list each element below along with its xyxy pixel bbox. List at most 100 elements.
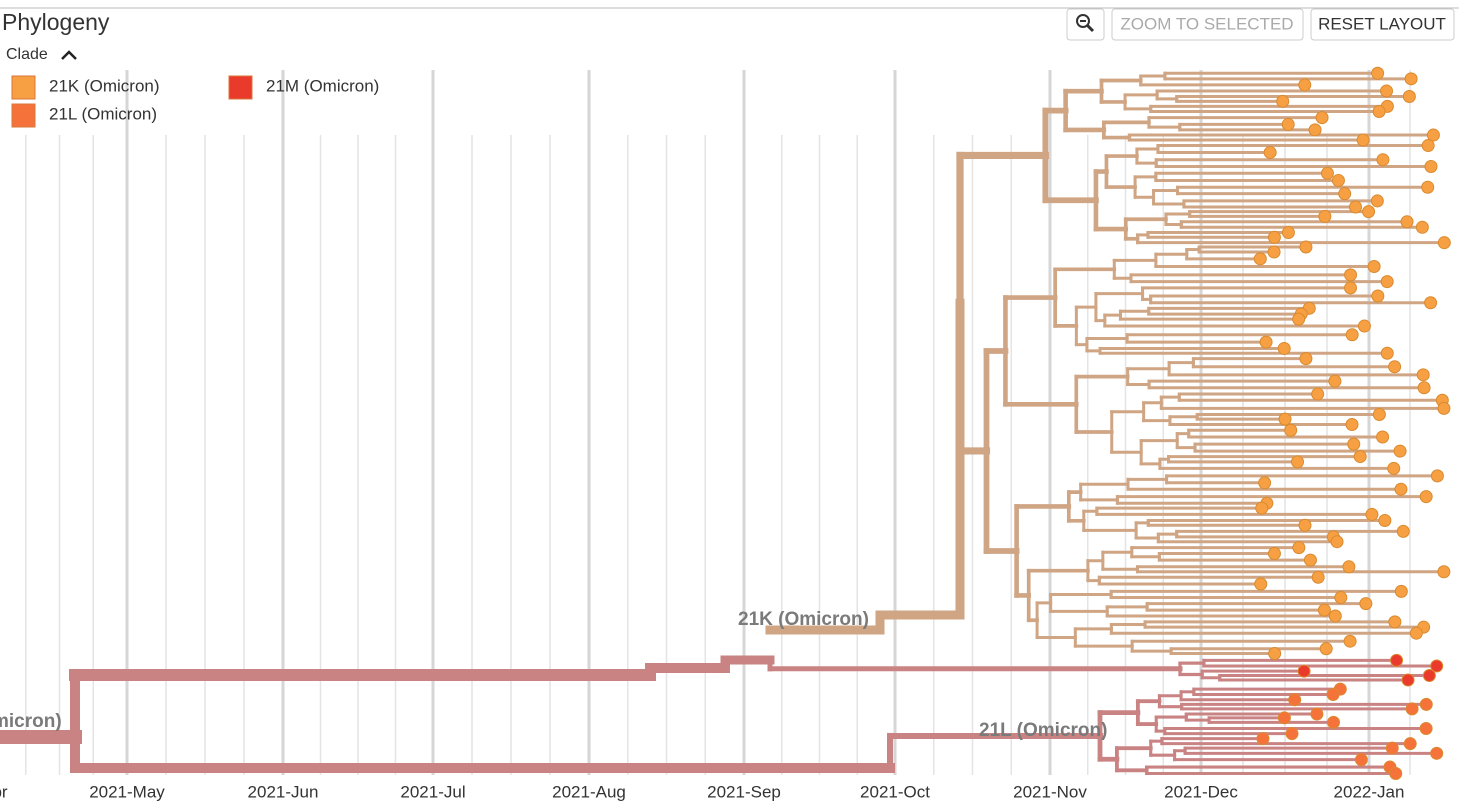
tip-node <box>1253 252 1267 266</box>
chevron-icon <box>61 50 77 60</box>
legend-toggle[interactable]: Clade <box>6 46 77 63</box>
tip-node <box>1380 84 1394 98</box>
tip-node <box>1349 200 1363 214</box>
tip-node <box>1359 597 1373 611</box>
clade-label: 21L (Omicron) <box>979 720 1107 741</box>
tip-node <box>1345 418 1359 432</box>
tip-node <box>1311 387 1325 401</box>
tip-node <box>1401 673 1415 687</box>
x-axis-label: 2021-May <box>89 782 165 801</box>
tip-node <box>1419 697 1433 711</box>
tip-node <box>1256 732 1270 746</box>
tip-node <box>1437 401 1451 415</box>
tip-node <box>1371 66 1385 80</box>
tip-node <box>1267 547 1281 561</box>
tip-node <box>1268 647 1282 661</box>
tip-node <box>1389 766 1403 780</box>
tip-node <box>1405 702 1419 716</box>
tip-node <box>1396 524 1410 538</box>
tip-node <box>1317 603 1331 617</box>
tip-node <box>1255 501 1269 515</box>
tip-node <box>1380 346 1394 360</box>
tip-node <box>1416 368 1430 382</box>
tip-node <box>1259 335 1273 349</box>
x-axis-label: 2021-Oct <box>860 782 930 801</box>
tip-node <box>1320 166 1334 180</box>
tip-node <box>1430 746 1444 760</box>
tip-node <box>1424 159 1438 173</box>
tip-node <box>1328 609 1342 623</box>
tip-node <box>1394 482 1408 496</box>
tip-node <box>1347 437 1361 451</box>
tip-node <box>1362 205 1376 219</box>
tip-node <box>1437 236 1451 250</box>
reset-layout-button[interactable]: RESET LAYOUT <box>1310 8 1455 41</box>
tip-node <box>1421 180 1435 194</box>
tip-node <box>1285 727 1299 741</box>
tip-node <box>1421 139 1435 153</box>
tip-node <box>1254 577 1268 591</box>
tip-node <box>1419 490 1433 504</box>
tip-node <box>1267 230 1281 244</box>
tip-node <box>1315 111 1329 125</box>
tip-node <box>1357 319 1371 333</box>
tip-node <box>1288 693 1302 707</box>
tip-node <box>1388 615 1402 629</box>
x-axis-label: 2021-Nov <box>1013 782 1087 801</box>
x-axis-label: 2021-Jul <box>400 782 465 801</box>
tip-node <box>1387 461 1401 475</box>
tip-node <box>1330 535 1344 549</box>
tip-node <box>1292 541 1306 555</box>
tip-node <box>1344 268 1358 282</box>
legend-swatch <box>228 75 253 100</box>
tip-node <box>1297 664 1311 678</box>
x-axis-label: pr <box>0 782 8 801</box>
tip-node <box>1419 722 1433 736</box>
tip-node <box>1277 341 1291 355</box>
tip-node <box>1258 476 1272 490</box>
x-axis-label: 2021-Dec <box>1164 782 1238 801</box>
tip-node <box>1385 741 1399 755</box>
tip-node <box>1376 430 1390 444</box>
tip-node <box>1376 153 1390 167</box>
legend-item[interactable]: 21K (Omicron) <box>11 75 160 100</box>
legend-swatch <box>11 103 36 128</box>
clade-label: micron) <box>0 711 62 732</box>
tip-node <box>1372 407 1386 421</box>
legend-item[interactable]: 21L (Omicron) <box>11 103 157 128</box>
tip-node <box>1353 450 1367 464</box>
tip-node <box>1367 260 1381 274</box>
tip-node <box>1372 104 1386 118</box>
tip-node <box>1343 634 1357 648</box>
zoom-to-selected-button[interactable]: ZOOM TO SELECTED <box>1111 8 1304 41</box>
legend-label: 21M (Omicron) <box>266 76 379 95</box>
x-axis-label: 2021-Jun <box>248 782 319 801</box>
tip-node <box>1331 174 1345 188</box>
tip-node <box>1342 560 1356 574</box>
tip-node <box>1344 281 1358 295</box>
tip-node <box>1311 570 1325 584</box>
tip-node <box>1415 220 1429 234</box>
tip-node <box>1303 553 1317 567</box>
tip-node <box>1403 737 1417 751</box>
legend-item[interactable]: 21M (Omicron) <box>228 75 379 100</box>
tip-node <box>1345 328 1359 342</box>
tip-node <box>1380 275 1394 289</box>
tip-node <box>1356 133 1370 147</box>
tip-node <box>1430 659 1444 673</box>
tip-node <box>1326 715 1340 729</box>
button-label: RESET LAYOUT <box>1318 14 1446 33</box>
tip-node <box>1417 381 1431 395</box>
x-axis-label: 2021-Sep <box>707 782 781 801</box>
tip-node <box>1404 72 1418 86</box>
tip-node <box>1310 707 1324 721</box>
tip-node <box>1298 78 1312 92</box>
tip-node <box>1400 215 1414 229</box>
tip-node <box>1390 653 1404 667</box>
clade-label: 21K (Omicron) <box>738 609 869 630</box>
tip-node <box>1319 642 1333 656</box>
tip-node <box>1318 209 1332 223</box>
tip-node <box>1284 423 1298 437</box>
tip-node <box>1277 711 1291 725</box>
zoom-out-button[interactable] <box>1066 8 1105 41</box>
